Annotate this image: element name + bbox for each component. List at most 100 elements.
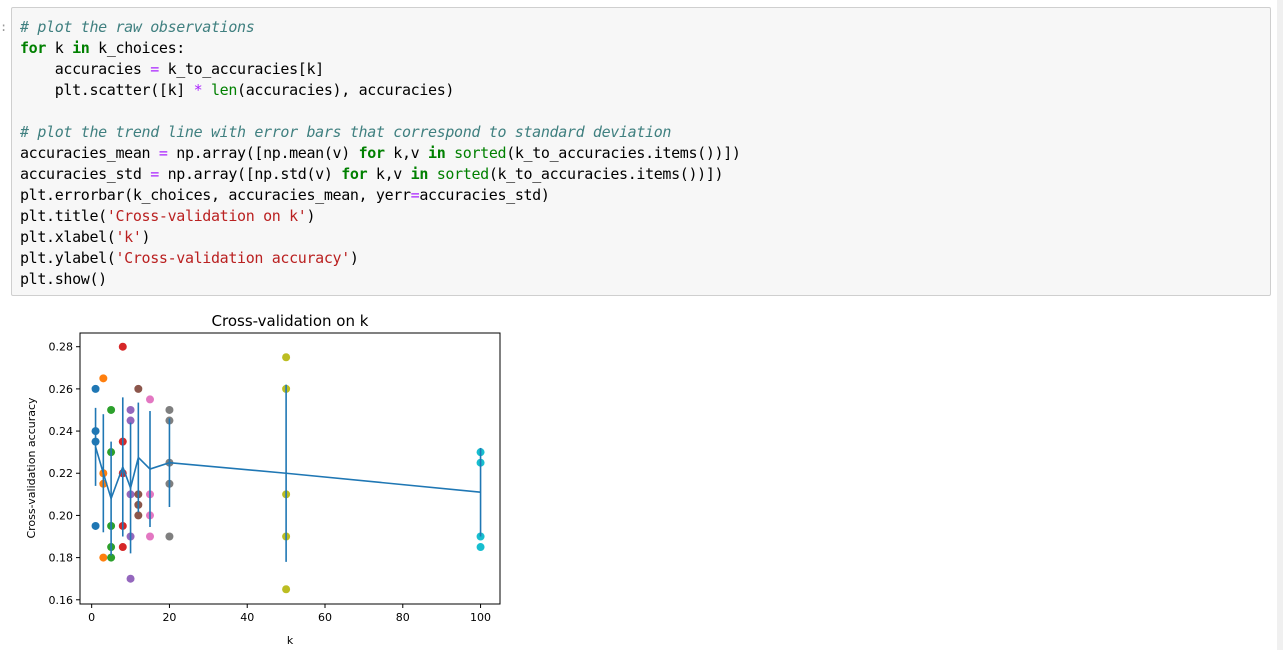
cell-prompt-marker: : — [0, 20, 8, 34]
code-token: = — [158, 144, 168, 162]
scatter-point-k100 — [476, 543, 485, 552]
chart: Cross-validation on k 0 20 40 60 80 100 0.16 0.… — [25, 312, 501, 647]
code-token: (accuracies), accuracies) — [237, 81, 455, 99]
scatter-point-k5 — [107, 405, 116, 414]
x-tick-label: 40 — [240, 611, 254, 624]
code-token: plt.show() — [20, 270, 107, 288]
code-token: 'k' — [115, 228, 142, 246]
code-token: ) — [306, 207, 316, 225]
code-token: # plot the trend line with error bars th… — [20, 123, 672, 141]
code-token: sorted — [436, 165, 489, 183]
code-token: ) — [349, 249, 359, 267]
scatter-point-k5 — [107, 553, 116, 562]
scatter-point-k1 — [91, 521, 100, 530]
code-token: = — [150, 60, 159, 78]
code-token: ) — [141, 228, 151, 246]
code-token: plt.title( — [20, 207, 107, 225]
code-token: = — [410, 186, 420, 204]
scatter-point-k1 — [91, 384, 100, 393]
code-token: k_to_accuracies[k] — [158, 60, 325, 78]
code-token: k_choices: — [89, 39, 185, 57]
trend-line — [94, 446, 481, 502]
y-tick-label: 0.22 — [49, 467, 74, 480]
code-token: (k_to_accuracies.items())]) — [506, 144, 741, 162]
code-token: # plot the raw observations — [20, 18, 255, 36]
code-token: np.array([np.std(v) — [158, 165, 342, 183]
scatter-point-k20 — [165, 532, 174, 541]
y-tick-label: 0.16 — [49, 594, 74, 607]
code-line: plt.errorbar(k_choices, accuracies_mean,… — [20, 185, 741, 206]
code-token: k — [46, 39, 73, 57]
code-token: (k_to_accuracies.items())]) — [488, 165, 724, 183]
code-token: k,v — [384, 144, 429, 162]
code-token — [445, 144, 454, 162]
code-token: accuracies_std) — [419, 186, 550, 204]
x-tick-label: 80 — [396, 611, 410, 624]
y-tick-label: 0.28 — [49, 341, 74, 354]
code-line — [20, 101, 741, 122]
code-token: k,v — [367, 165, 411, 183]
scatter-point-k50 — [282, 585, 291, 594]
output-area: Cross-validation on k 0 20 40 60 80 100 0.16 0.… — [0, 300, 1283, 650]
scatter-point-k50 — [282, 353, 291, 362]
scatter-point-k8 — [118, 543, 127, 552]
page-scrollbar[interactable] — [1277, 0, 1283, 650]
code-line: plt.title('Cross-validation on k') — [20, 206, 741, 227]
code-token: in — [72, 39, 90, 57]
code-token: accuracies_std — [20, 165, 151, 183]
code-token: plt.xlabel( — [20, 228, 116, 246]
chart-title: Cross-validation on k — [212, 312, 369, 330]
y-tick-label: 0.18 — [49, 552, 74, 565]
scatter-point-k15 — [146, 532, 154, 541]
x-tick-label: 0 — [88, 611, 95, 624]
code-token: sorted — [454, 144, 507, 162]
code-token — [428, 165, 437, 183]
code-line: plt.xlabel('k') — [20, 227, 741, 248]
code-token: for — [341, 165, 368, 183]
x-axis-label: k — [287, 634, 294, 647]
code-token: accuracies_mean — [20, 144, 159, 162]
scatter-point-k3 — [99, 374, 108, 383]
code-token: plt.scatter([k] — [20, 81, 194, 99]
code-line: accuracies = k_to_accuracies[k] — [20, 59, 741, 80]
scatter-point-k20 — [165, 405, 174, 414]
y-tick-label: 0.26 — [49, 383, 74, 396]
code-token: len — [211, 81, 238, 99]
scatter-point-k10 — [126, 416, 135, 425]
code-line: # plot the raw observations — [20, 17, 741, 38]
y-axis-label: Cross-validation accuracy — [25, 397, 38, 539]
scatter-point-k12 — [134, 511, 143, 520]
code-line: for k in k_choices: — [20, 38, 741, 59]
code-token: for — [20, 39, 47, 57]
scatter-point-k12 — [134, 384, 143, 393]
code-token: in — [410, 165, 429, 183]
scatter-point-k10 — [126, 574, 135, 583]
code-token: 'Cross-validation on k' — [106, 207, 307, 225]
scatter-point-k3 — [99, 553, 108, 562]
code-token: for — [358, 144, 385, 162]
code-token: accuracies — [20, 60, 151, 78]
code-line: accuracies_std = np.array([np.std(v) for… — [20, 164, 741, 185]
code-cell[interactable]: # plot the raw observations for k in k_ch… — [11, 7, 1271, 296]
x-tick-label: 100 — [470, 611, 491, 624]
y-tick-label: 0.20 — [49, 509, 74, 522]
y-tick-label: 0.24 — [49, 425, 74, 438]
code-line: plt.ylabel('Cross-validation accuracy') — [20, 248, 741, 269]
code-token — [202, 81, 211, 99]
code-line: plt.scatter([k] * len(accuracies), accur… — [20, 80, 741, 101]
scatter-point-k15 — [146, 395, 154, 404]
scatter-point-k8 — [118, 342, 127, 351]
code-token: plt.ylabel( — [20, 249, 116, 267]
code-line: # plot the trend line with error bars th… — [20, 122, 741, 143]
code-token: = — [150, 165, 159, 183]
code-token: np.array([np.mean(v) — [167, 144, 359, 162]
code-token: in — [428, 144, 446, 162]
code-token: * — [193, 81, 203, 99]
code-line: accuracies_mean = np.array([np.mean(v) f… — [20, 143, 741, 164]
scatter-point-k10 — [126, 405, 135, 414]
code-line: plt.show() — [20, 269, 741, 290]
x-tick-label: 20 — [162, 611, 176, 624]
x-tick-label: 60 — [318, 611, 332, 624]
plot-frame — [79, 332, 501, 605]
code-editor[interactable]: # plot the raw observations for k in k_ch… — [20, 17, 741, 290]
